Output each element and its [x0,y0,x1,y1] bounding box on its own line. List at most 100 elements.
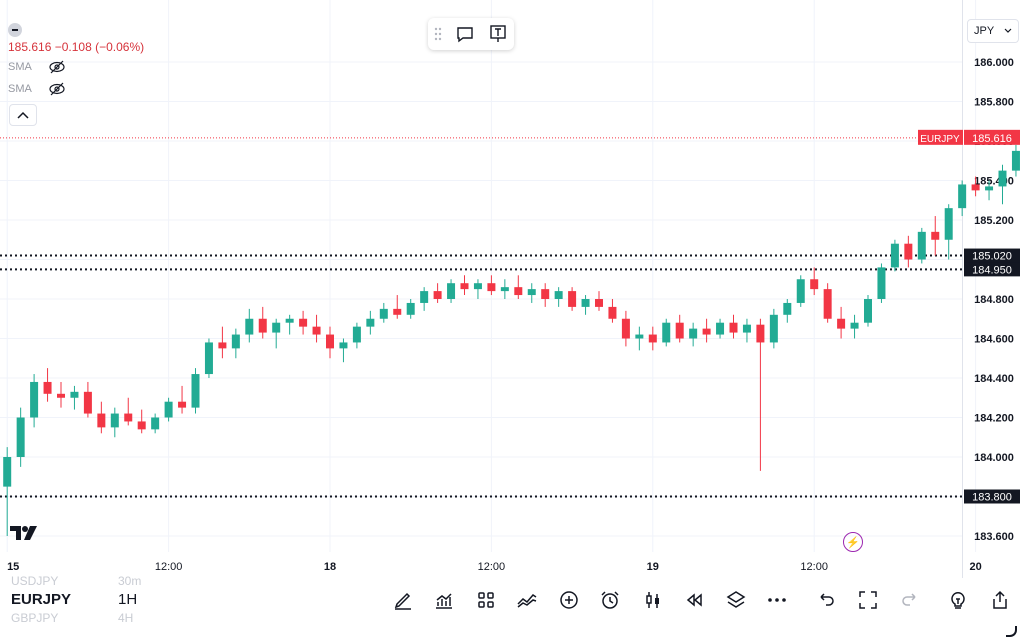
candle-body [729,322,738,333]
candle-body [823,289,832,319]
price-chart[interactable]: 183.600 184.000 184.200 184.400 184.600 184.8… [0,0,1024,578]
lightning-icon[interactable]: ⚡ [843,532,863,552]
y-tick-label: 184.600 [974,334,1014,346]
y-tick-label: 184.200 [974,413,1014,425]
resize-corner-icon [1006,626,1017,637]
candle-body [178,401,187,408]
eye-hidden-icon[interactable] [48,60,66,74]
ghost-timeframe-below[interactable]: 4H [118,611,134,625]
candle-body [285,318,294,323]
candle-body [487,283,496,292]
candle-body [70,391,79,398]
y-tick-label: 184.800 [974,294,1014,306]
ghost-symbol-above[interactable]: USDJPY [11,574,59,588]
x-tick-label: 12:00 [800,561,828,573]
indicator-label: SMA [8,83,32,95]
collapse-legend-button[interactable] [9,104,37,126]
undo-icon[interactable] [814,588,838,612]
layers-icon[interactable] [724,588,748,612]
symbol-tag: EURJPY [920,134,960,145]
chevron-up-icon [17,111,29,119]
candle-body [716,322,725,335]
y-tick-label: 185.200 [974,215,1014,227]
candle-body [568,291,577,307]
candle-body [621,318,630,339]
candle-body [877,267,886,299]
comment-icon[interactable] [455,24,475,44]
x-tick-label: 12:00 [155,561,183,573]
y-tick-label: 185.800 [974,97,1014,109]
y-tick-label: 184.400 [974,373,1014,385]
candle-body [756,324,765,343]
candle-body [917,231,926,260]
fullscreen-icon[interactable] [856,588,880,612]
candle-body [608,306,617,319]
candle-body [312,326,321,335]
candle-body [339,342,348,349]
indicator-sma-1[interactable]: SMA [8,60,66,74]
candle-body [783,302,792,315]
alarm-icon[interactable] [598,588,622,612]
more-icon[interactable] [765,588,789,612]
text-tool-icon[interactable] [488,24,508,44]
candle-body [164,401,173,418]
y-tick-label: 184.000 [974,452,1014,464]
candles-style-icon[interactable] [641,588,665,612]
currency-select[interactable]: JPY [967,19,1019,43]
share-icon[interactable] [988,588,1012,612]
horizontal-line-price-label: 184.950 [972,264,1012,276]
candle-body [837,318,846,329]
candle-body [985,186,994,191]
drawing-pen-icon[interactable] [391,588,415,612]
candle-body [944,208,953,240]
candle-body [595,299,603,307]
indicators-icon[interactable] [432,588,456,612]
candle-body [931,231,940,240]
y-tick-label: 186.000 [974,57,1014,69]
candle-body [191,374,200,408]
candle-body [420,291,429,303]
candle-body [366,318,375,327]
last-price-label: 185.616 [972,133,1012,145]
ghost-symbol-below[interactable]: GBPJPY [11,611,59,625]
candle-body [326,334,334,349]
candle-body [998,170,1007,187]
idea-bulb-icon[interactable] [946,588,970,612]
redo-icon[interactable] [898,588,922,612]
candle-body [742,324,751,333]
indicator-sma-2[interactable]: SMA [8,82,66,96]
compare-icon[interactable] [515,588,539,612]
symbol-picker[interactable]: EURJPY [11,591,72,608]
candle-body [460,283,469,290]
add-circle-icon[interactable] [557,588,581,612]
candle-body [514,287,523,296]
eye-hidden-icon[interactable] [48,82,66,96]
candle-body [110,413,119,428]
candle-body [272,322,281,333]
candle-body [890,243,899,268]
candle-body [204,342,213,375]
candle-body [352,326,361,343]
candle-body [541,289,550,299]
symbol-tag-box [918,129,963,145]
candle-body [57,393,65,398]
y-tick-label: 185.400 [974,176,1014,188]
horizontal-line-price-box [964,489,1020,504]
candle-body [554,291,563,299]
candle-body [958,184,967,209]
candle-body [258,318,267,333]
replay-icon[interactable] [682,588,706,612]
layout-grid-icon[interactable] [474,588,498,612]
candle-body [393,308,402,315]
candle-body [796,279,805,303]
candle-body [299,318,308,327]
chevron-down-icon [1004,28,1012,33]
last-price-box [964,129,1020,145]
ghost-timeframe-above[interactable]: 30m [118,574,142,588]
candle-body [527,289,536,296]
timeframe-picker[interactable]: 1H [118,591,138,608]
drag-handle-icon[interactable] [434,27,442,41]
candle-body [447,283,456,299]
candle-body [137,421,146,430]
candle-body [971,184,980,191]
